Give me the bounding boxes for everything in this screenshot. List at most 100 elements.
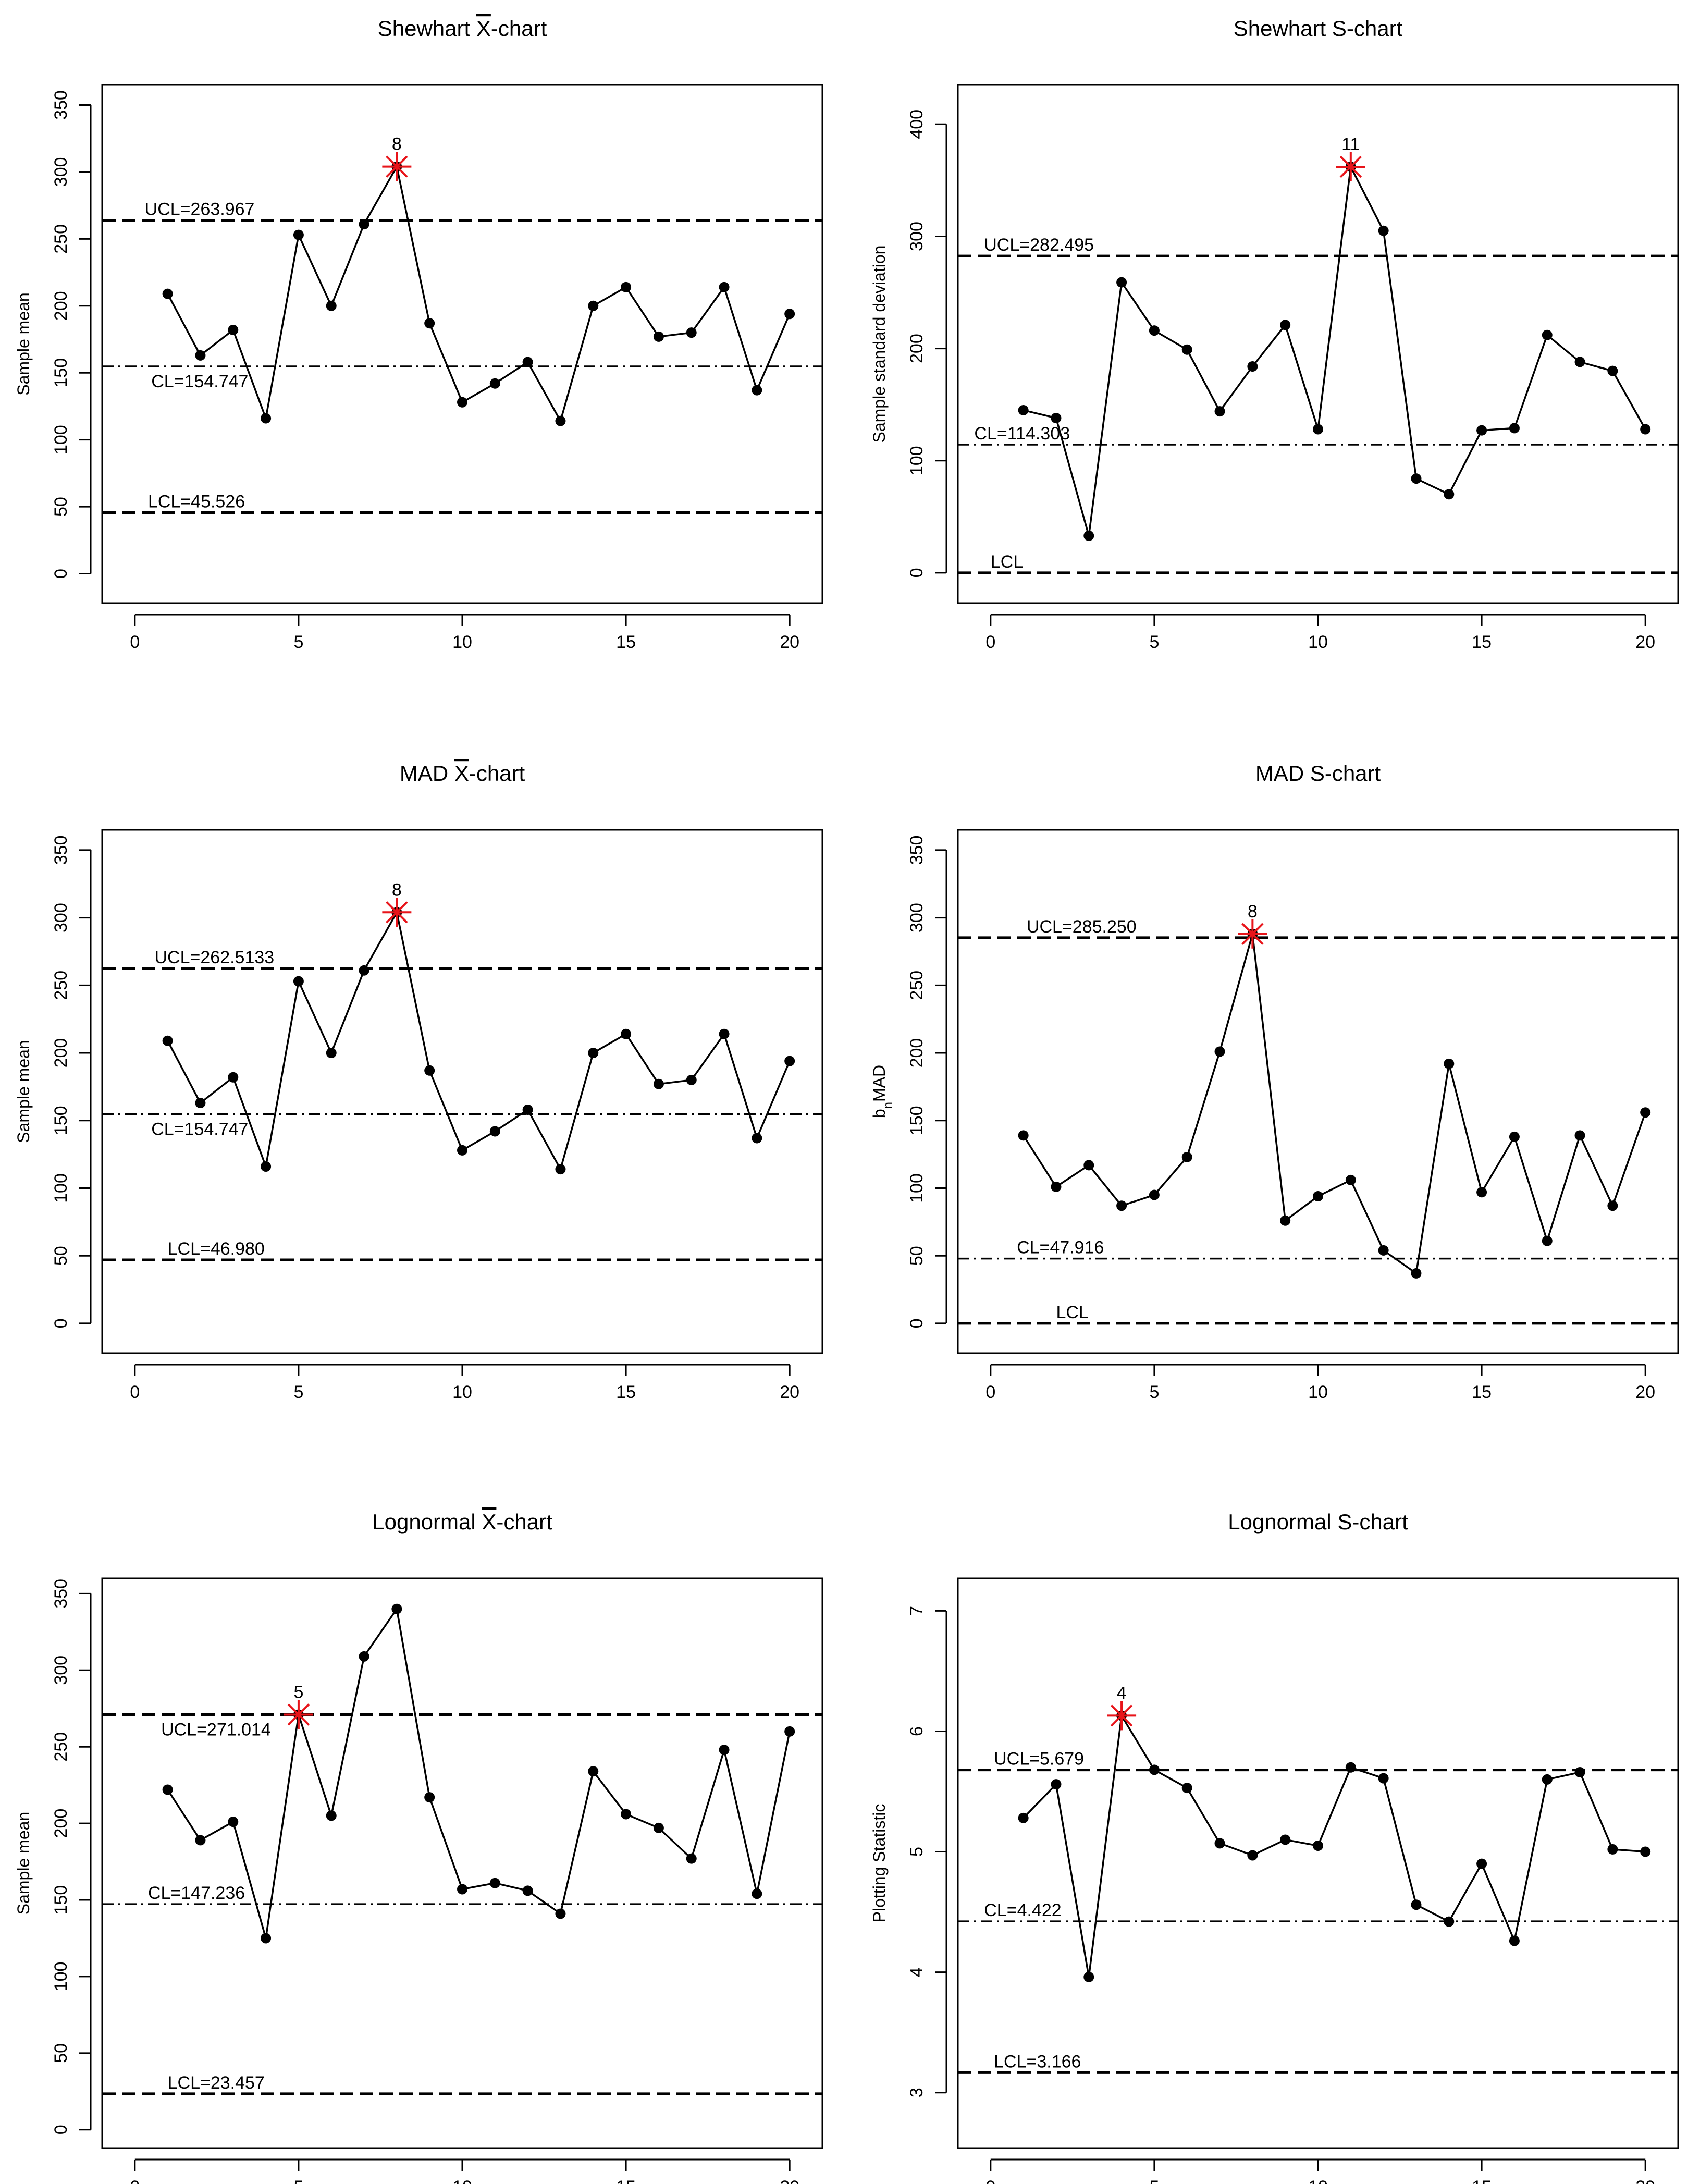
chart-title-main: X [476, 16, 491, 41]
ucl-label: UCL=263.967 [145, 200, 255, 219]
data-point [1607, 1844, 1618, 1855]
data-point [1542, 329, 1553, 340]
lcl-label: LCL [1056, 1303, 1088, 1322]
y-tick-label: 3 [907, 2088, 927, 2097]
lcl-label: LCL=45.526 [148, 492, 245, 512]
y-axis-label: Sample standard deviation [870, 246, 889, 443]
data-point [752, 1133, 762, 1144]
chart-title-suffix: -chart [1352, 1510, 1408, 1534]
x-tick-label: 10 [452, 1382, 472, 1402]
x-axis: 0 5 10 15 20 [985, 1364, 1655, 1402]
y-tick-label: 100 [51, 1962, 71, 1992]
x-axis: 0 5 10 15 20 [130, 1364, 799, 1402]
data-point [457, 1884, 467, 1895]
y-axis-label-text: b [870, 1109, 889, 1118]
out-of-control-label: 8 [1248, 902, 1258, 922]
data-point [326, 1048, 337, 1059]
chart-title: MAD S-chart [1255, 761, 1381, 786]
x-tick-label: 5 [293, 1382, 303, 1402]
y-tick-label: 300 [51, 903, 71, 933]
data-point [1378, 1773, 1389, 1784]
data-point [588, 1766, 599, 1777]
data-point [261, 413, 272, 424]
data-point [1542, 1774, 1553, 1785]
y-tick-label: 300 [51, 1655, 71, 1685]
out-of-control-label: 5 [293, 1682, 303, 1702]
y-tick-label: 5 [907, 1847, 927, 1857]
series-line [167, 1606, 791, 1938]
y-tick-label: 0 [51, 1318, 71, 1328]
data-point [1313, 1840, 1323, 1851]
data-point [489, 1126, 500, 1137]
y-tick-label: 250 [51, 224, 71, 254]
y-axis-label: Plotting Statistic [870, 1804, 889, 1923]
chart-title-suffix: -chart [1347, 16, 1403, 41]
y-tick-label: 150 [51, 358, 71, 388]
data-point [1313, 1191, 1323, 1202]
chart-title-suffix: -chart [491, 16, 547, 41]
chart-title-suffix: -chart [469, 761, 525, 786]
chart-title: Lognormal S-chart [1228, 1510, 1408, 1534]
chart-title: Lognormal X-chart [372, 1510, 552, 1534]
data-point [1051, 1181, 1062, 1192]
data-point [1574, 1130, 1585, 1141]
x-axis: 0 5 10 15 20 [985, 2158, 1655, 2184]
cl-label: CL=4.422 [984, 1900, 1061, 1920]
y-axis-label: Sample mean [14, 292, 33, 395]
data-point [1280, 1215, 1291, 1226]
series-line [1023, 934, 1646, 1275]
y-tick-label: 300 [51, 157, 71, 187]
data-point [228, 325, 239, 336]
data-point [1149, 325, 1160, 336]
data-point [1378, 1245, 1389, 1256]
data-point [1378, 225, 1389, 236]
x-tick-label: 0 [130, 1382, 140, 1402]
chart-title: MAD X-chart [400, 761, 525, 786]
x-tick-label: 10 [1308, 2177, 1328, 2184]
x-tick-label: 20 [1635, 2177, 1655, 2184]
y-axis-label-text: Sample mean [14, 292, 33, 395]
y-axis: 0 50 100 150 200 250 300 350 [51, 90, 92, 579]
lcl-label: LCL [991, 552, 1023, 572]
y-tick-label: 50 [51, 2043, 71, 2063]
data-point [1018, 1812, 1029, 1823]
data-point [489, 1878, 500, 1888]
chart-title-prefix: MAD [400, 761, 454, 786]
star-ray [386, 901, 408, 924]
data-point [1313, 424, 1323, 435]
data-point [522, 357, 533, 367]
y-tick-label: 350 [51, 1579, 71, 1609]
out-of-control-star [1336, 152, 1365, 182]
chart-title-suffix: -chart [496, 1510, 552, 1534]
x-tick-label: 20 [1635, 632, 1655, 652]
data-point [1214, 1046, 1225, 1057]
out-of-control-star [284, 1700, 313, 1729]
ucl-label: UCL=271.014 [161, 1720, 271, 1739]
plot-frame [101, 84, 823, 604]
data-point [1214, 1838, 1225, 1849]
chart-title-main: S [1310, 761, 1325, 786]
data-point [162, 1784, 173, 1795]
y-axis-label-text: Plotting Statistic [870, 1804, 889, 1923]
y-tick-label: 200 [907, 1038, 927, 1068]
plot-frame [101, 1577, 823, 2149]
chart-title-main: S [1332, 16, 1347, 41]
data-point [784, 1726, 795, 1737]
x-tick-label: 20 [780, 632, 799, 652]
lcl-label: LCL=3.166 [994, 2052, 1081, 2071]
data-point [588, 300, 599, 311]
data-point [228, 1072, 239, 1083]
series-line [1023, 164, 1646, 536]
y-tick-label: 0 [51, 569, 71, 579]
data-point [1051, 1779, 1062, 1790]
x-tick-label: 15 [1472, 1382, 1492, 1402]
plot-frame [957, 84, 1679, 604]
out-of-control-star [382, 152, 412, 181]
data-point [1345, 1174, 1356, 1185]
data-point [686, 1853, 697, 1864]
data-point [1083, 530, 1094, 541]
x-tick-label: 20 [780, 1382, 799, 1402]
data-point [522, 1885, 533, 1896]
